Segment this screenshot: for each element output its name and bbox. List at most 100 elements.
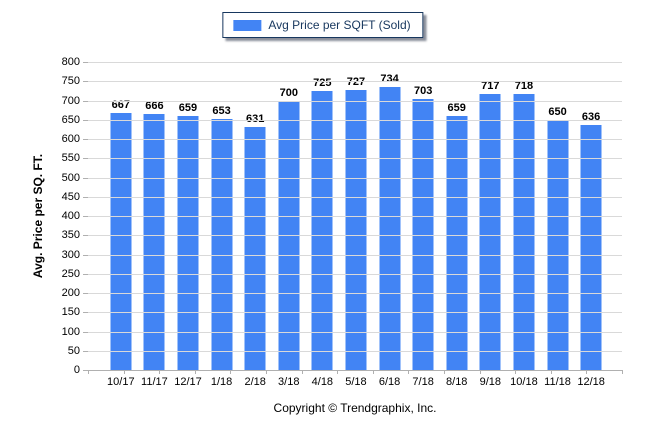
y-tick-label: 750 xyxy=(61,75,80,88)
y-tick-label: 400 xyxy=(61,210,80,222)
y-axis-tick xyxy=(83,312,88,314)
bar-value-label: 717 xyxy=(481,79,500,92)
x-axis-tick xyxy=(194,370,196,374)
x-tick-label: 9/18 xyxy=(479,376,502,388)
bar-12/18 xyxy=(580,125,602,370)
bar-2/18 xyxy=(244,127,266,370)
gridline xyxy=(88,158,622,160)
bar-12/17 xyxy=(177,116,199,370)
bar-value-label: 734 xyxy=(380,73,399,86)
y-axis-tick xyxy=(83,370,88,371)
bar-1/18 xyxy=(211,118,233,370)
x-tick-label: 4/18 xyxy=(311,376,334,388)
bar-8/18 xyxy=(446,116,468,370)
y-tick-label: 350 xyxy=(61,229,80,242)
y-axis-tick xyxy=(83,100,88,102)
bar-slot: 718 xyxy=(507,62,541,370)
gridline xyxy=(88,254,622,256)
y-tick-label: 200 xyxy=(61,287,80,299)
x-axis-tick xyxy=(123,370,125,374)
y-tick-label: 800 xyxy=(61,56,80,68)
x-tick-label: 10/17 xyxy=(107,376,135,388)
x-tick-label: 2/18 xyxy=(244,376,266,388)
y-tick-label: 300 xyxy=(61,248,80,261)
y-axis-tick xyxy=(83,293,88,294)
x-axis-tick xyxy=(622,370,623,374)
x-axis-tick xyxy=(337,370,339,374)
x-axis-tick xyxy=(515,370,517,374)
bar-value-label: 653 xyxy=(212,104,231,117)
bar-7/18 xyxy=(412,99,434,370)
bar-value-label: 659 xyxy=(447,102,466,115)
bar-6/18 xyxy=(379,87,401,370)
x-axis-line xyxy=(88,370,623,371)
y-tick-label: 0 xyxy=(73,364,80,376)
y-axis-tick xyxy=(83,331,88,333)
x-axis-tick xyxy=(88,370,89,374)
y-tick-label: 500 xyxy=(61,171,80,184)
x-tick-label: 11/17 xyxy=(141,376,168,388)
gridline xyxy=(88,119,622,121)
gridline xyxy=(88,139,622,140)
x-tick-label: 3/18 xyxy=(278,376,300,388)
x-axis-tick xyxy=(408,370,410,374)
bar-value-label: 636 xyxy=(581,111,601,124)
gridline xyxy=(88,100,622,102)
y-tick-label: 650 xyxy=(61,113,80,126)
gridline xyxy=(88,196,622,198)
bar-5/18 xyxy=(345,90,367,370)
x-axis-tick xyxy=(479,370,481,374)
y-axis-tick xyxy=(83,350,88,352)
x-axis-tick xyxy=(550,370,552,374)
y-axis-tick xyxy=(83,81,88,83)
bar-value-label: 650 xyxy=(548,105,567,118)
x-axis-tick xyxy=(230,370,232,374)
y-axis-labels: 0 50 100 150 200 250 300 350 400 450 500 550 600 650 7… xyxy=(30,56,80,376)
x-tick-label: 6/18 xyxy=(378,376,401,388)
x-tick-label: 5/18 xyxy=(345,376,367,388)
y-axis-tick xyxy=(83,196,88,198)
bar-slot: 703 xyxy=(406,62,440,370)
x-tick-label: 10/18 xyxy=(510,376,538,388)
gridline xyxy=(88,62,622,63)
bar-slot: 659 xyxy=(440,62,474,370)
bar-value-label: 659 xyxy=(178,102,198,115)
gridline xyxy=(88,331,622,333)
bar-value-label: 703 xyxy=(413,85,433,98)
plot-area: 6676666596536317007257277347036597177186… xyxy=(83,62,622,371)
y-tick-label: 150 xyxy=(61,306,80,319)
y-axis-tick xyxy=(83,62,88,63)
y-tick-label: 450 xyxy=(61,190,80,203)
y-tick-label: 600 xyxy=(61,133,80,145)
gridline xyxy=(88,350,622,352)
copyright-text: Copyright © Trendgraphix, Inc. xyxy=(273,401,437,415)
bar-11/18 xyxy=(547,119,569,370)
bar-slot: 650 xyxy=(541,62,575,370)
bar-9/18 xyxy=(479,93,501,370)
bar-10/18 xyxy=(513,93,535,370)
bar-value-label: 725 xyxy=(313,76,332,89)
x-axis-labels: 10/17 11/17 12/17 1/18 2/18 3/18 4/18 5/18 6/18 7… xyxy=(104,376,608,388)
y-axis-tick xyxy=(83,177,88,179)
x-axis-tick xyxy=(301,370,303,374)
bar-slot: 667 xyxy=(104,62,138,370)
y-tick-label: 250 xyxy=(61,267,80,280)
bar-slot: 653 xyxy=(205,62,239,370)
gridline xyxy=(88,293,622,294)
y-axis-tick xyxy=(83,254,88,256)
bars-row: 6676666596536317007257277347036597177186… xyxy=(104,62,608,370)
legend-swatch-icon xyxy=(233,19,262,31)
bar-value-label: 631 xyxy=(246,113,264,125)
bar-value-label: 667 xyxy=(111,99,130,112)
x-axis-tick xyxy=(372,370,374,374)
x-tick-label: 7/18 xyxy=(412,376,434,388)
y-tick-label: 550 xyxy=(61,152,80,165)
bar-value-label: 666 xyxy=(145,99,164,112)
bar-10/17 xyxy=(110,113,132,370)
x-tick-label: 1/18 xyxy=(210,376,233,388)
y-axis-tick xyxy=(83,119,88,121)
x-tick-label: 12/17 xyxy=(174,376,202,388)
y-tick-label: 100 xyxy=(61,325,80,338)
x-tick-label: 11/18 xyxy=(544,376,571,388)
x-axis-tick xyxy=(159,370,161,374)
